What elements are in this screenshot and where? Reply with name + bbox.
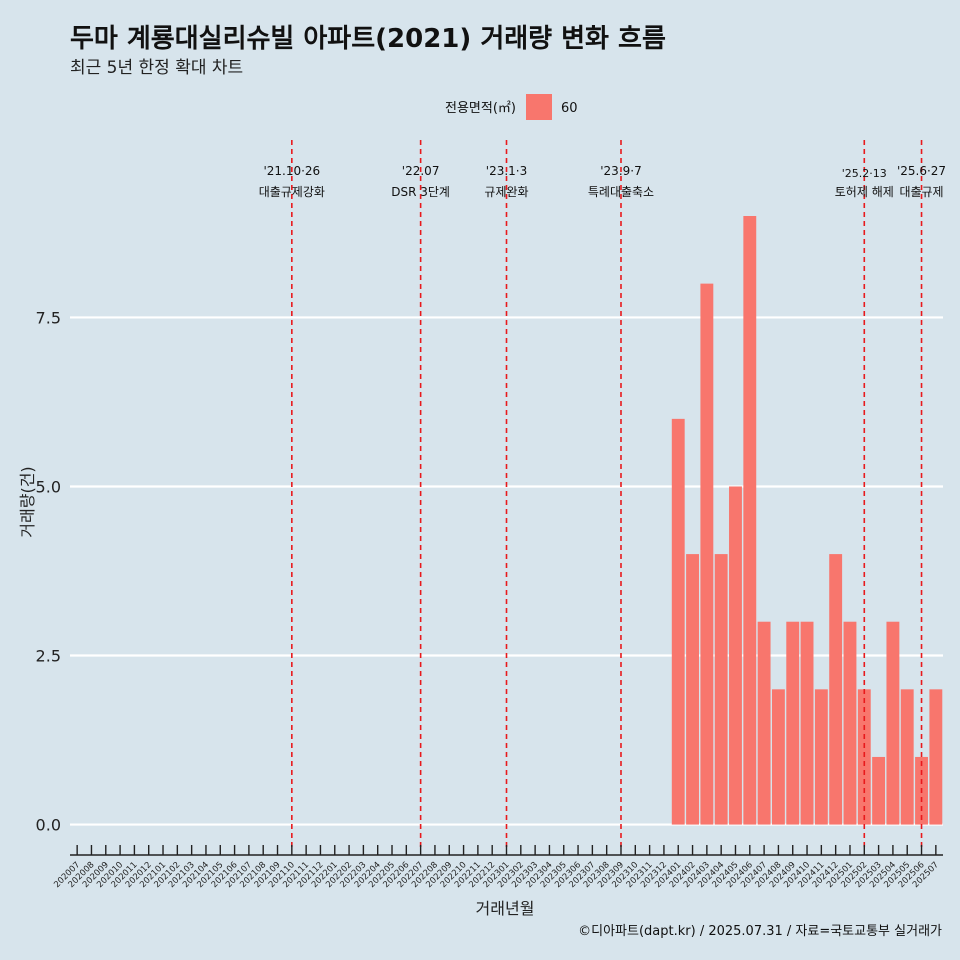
annotation-date: '21.10·26 bbox=[263, 164, 320, 178]
bar-202412 bbox=[829, 554, 843, 825]
x-axis: 2020072020082020092020102020112020122021… bbox=[52, 845, 943, 890]
annotation-date: '25.2·13 bbox=[842, 167, 887, 180]
y-axis-label: 거래량(건) bbox=[18, 466, 37, 537]
bar-202405 bbox=[729, 486, 742, 825]
y-tick-label: 5.0 bbox=[36, 477, 61, 496]
bar-layer bbox=[671, 216, 943, 825]
legend-entry-label: 60 bbox=[561, 101, 578, 116]
bar-202411 bbox=[814, 689, 828, 825]
legend: 전용면적(㎡) 60 bbox=[445, 94, 578, 120]
legend-title: 전용면적(㎡) bbox=[445, 101, 516, 116]
bar-202410 bbox=[800, 621, 814, 825]
bar-202406 bbox=[743, 216, 757, 825]
bar-202505 bbox=[900, 689, 914, 825]
annotation-lines bbox=[291, 140, 923, 851]
y-axis: 0.0 2.5 5.0 7.5 bbox=[36, 308, 61, 834]
bar-202501 bbox=[843, 621, 857, 825]
chart-title: 두마 계룡대실리슈빌 아파트(2021) 거래량 변화 흐름 bbox=[70, 24, 666, 54]
bar-202504 bbox=[886, 621, 900, 825]
annotation-date: '23.1·3 bbox=[486, 164, 527, 178]
chart-subtitle: 최근 5년 한정 확대 차트 bbox=[70, 58, 244, 78]
annotation-date: '23.9·7 bbox=[600, 164, 641, 178]
bar-202507 bbox=[929, 689, 943, 825]
annotation-text: 토허제 해제 bbox=[835, 185, 894, 199]
y-tick-label: 2.5 bbox=[36, 647, 61, 666]
annotation-labels: '21.10·26 대출규제강화 '22.07 DSR 3단계 '23.1·3 규제완화 '… bbox=[259, 164, 946, 199]
bar-202407 bbox=[757, 621, 771, 825]
source-caption: ©디아파트(dapt.kr) / 2025.07.31 / 자료=국토교통부 실… bbox=[578, 924, 942, 939]
bar-202401 bbox=[671, 418, 685, 825]
annotation-text: 특례대출축소 bbox=[588, 185, 654, 199]
bar-202409 bbox=[786, 621, 800, 825]
annotation-text: 대출규제 bbox=[899, 185, 943, 199]
x-axis-label: 거래년월 bbox=[476, 899, 535, 918]
bar-202403 bbox=[700, 283, 714, 825]
bar-202408 bbox=[771, 689, 785, 825]
y-tick-label: 0.0 bbox=[36, 816, 61, 835]
bar-202503 bbox=[872, 756, 886, 825]
annotation-text: 대출규제강화 bbox=[259, 185, 325, 199]
bar-202402 bbox=[686, 554, 699, 825]
y-tick-label: 7.5 bbox=[36, 308, 61, 327]
bar-202404 bbox=[714, 554, 728, 825]
annotation-date: '22.07 bbox=[402, 164, 440, 178]
annotation-date: '25.6·27 bbox=[897, 164, 946, 178]
annotation-text: 규제완화 bbox=[484, 185, 528, 199]
legend-swatch bbox=[526, 94, 552, 120]
annotation-text: DSR 3단계 bbox=[391, 185, 450, 199]
